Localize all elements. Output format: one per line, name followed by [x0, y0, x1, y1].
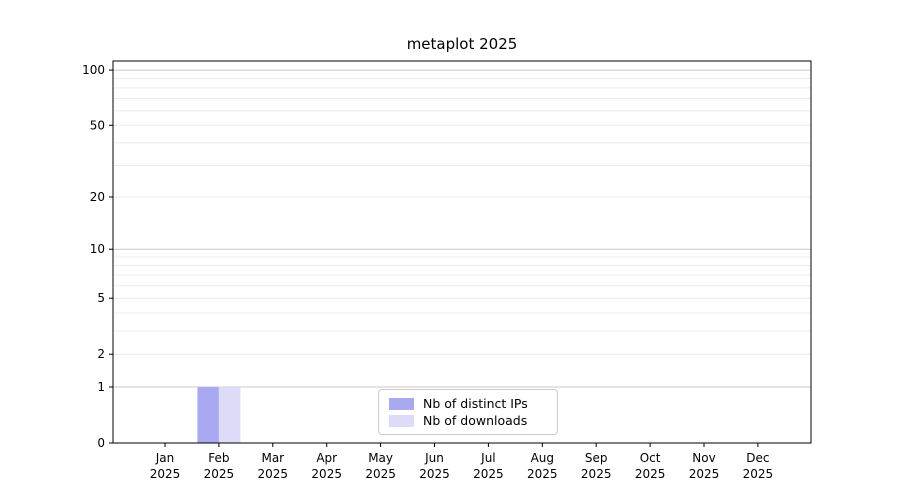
bar [218, 386, 241, 443]
legend-item: Nb of distinct IPs [387, 395, 549, 412]
legend-label: Nb of distinct IPs [423, 396, 528, 411]
x-tick-label: Dec 2025 [743, 451, 774, 481]
x-tick-label: Aug 2025 [527, 451, 558, 481]
bar [197, 386, 219, 443]
x-tick-label: Apr 2025 [311, 451, 342, 481]
y-tick-label: 50 [90, 118, 105, 132]
legend-swatch [389, 414, 414, 427]
x-tick-label: Sep 2025 [581, 451, 612, 481]
chart-title: metaplot 2025 [406, 35, 518, 53]
legend-swatch [389, 397, 414, 410]
x-tick-label: Jun 2025 [419, 451, 450, 481]
x-tick-label: Feb 2025 [204, 451, 235, 481]
y-tick-label: 100 [82, 63, 105, 77]
legend-label: Nb of downloads [423, 413, 528, 428]
y-tick-label: 5 [97, 291, 105, 305]
x-tick-label: Oct 2025 [635, 451, 666, 481]
x-tick-label: May 2025 [365, 451, 396, 481]
x-tick-label: Mar 2025 [258, 451, 289, 481]
y-tick-label: 0 [97, 436, 105, 450]
legend-item: Nb of downloads [387, 412, 549, 429]
x-tick-label: Jul 2025 [473, 451, 504, 481]
y-tick-label: 20 [90, 190, 105, 204]
y-tick-label: 10 [90, 242, 105, 256]
axes-box [112, 60, 812, 444]
x-tick-label: Jan 2025 [150, 451, 181, 481]
y-tick-label: 1 [97, 380, 105, 394]
legend: Nb of distinct IPs Nb of downloads [378, 389, 558, 435]
x-tick-label: Nov 2025 [689, 451, 720, 481]
y-tick-label: 2 [97, 347, 105, 361]
